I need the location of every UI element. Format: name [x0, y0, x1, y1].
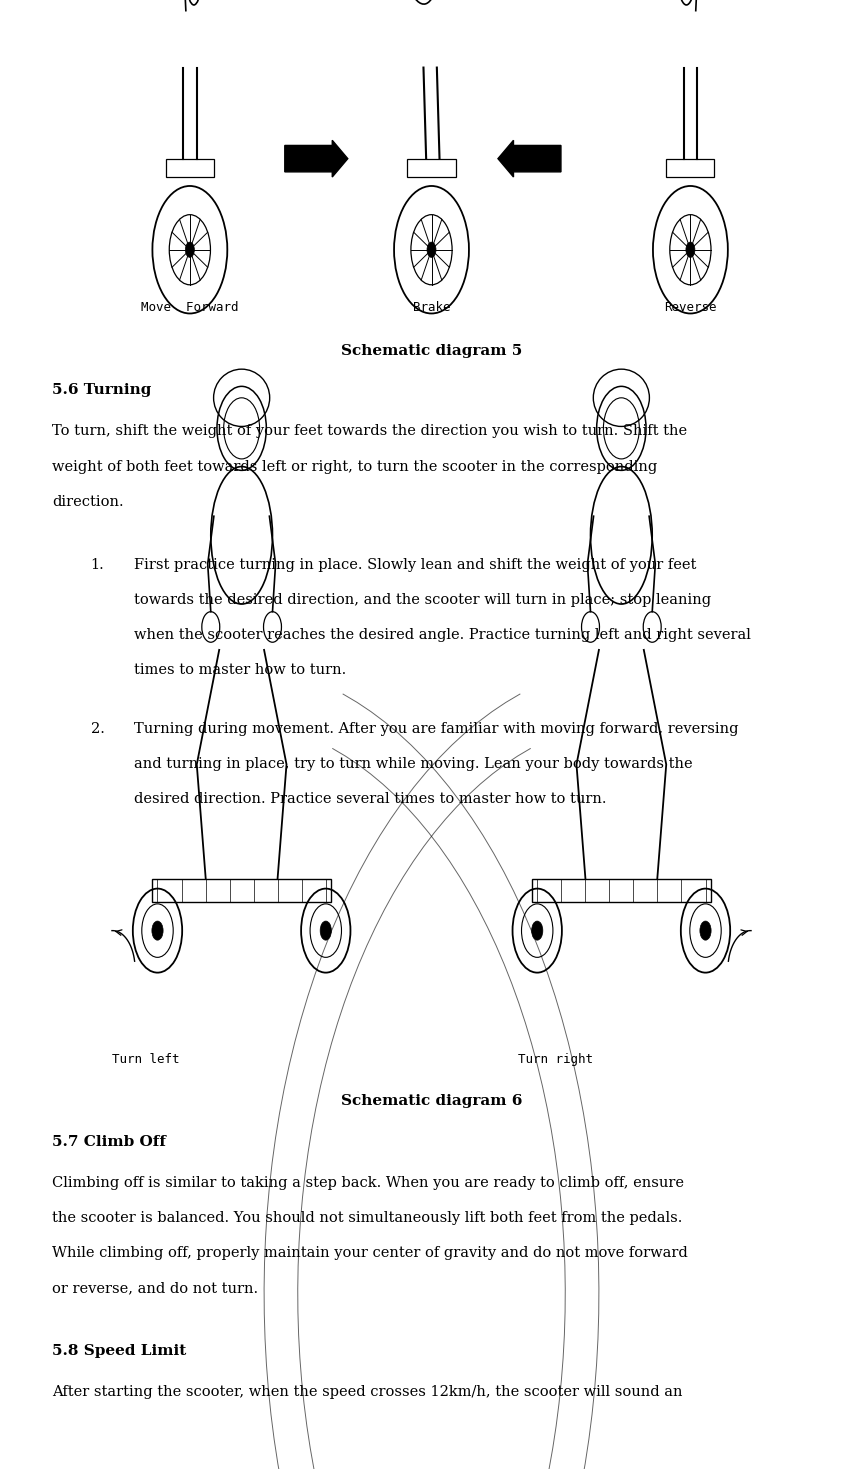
Text: times to master how to turn.: times to master how to turn. [134, 664, 346, 677]
Circle shape [427, 242, 436, 257]
Text: 5.7 Climb Off: 5.7 Climb Off [52, 1134, 166, 1149]
FancyArrow shape [285, 141, 348, 178]
Circle shape [686, 242, 695, 257]
Circle shape [320, 921, 331, 940]
Bar [166, 159, 214, 176]
Bar [407, 159, 456, 176]
Text: the scooter is balanced. You should not simultaneously lift both feet from the p: the scooter is balanced. You should not … [52, 1210, 682, 1225]
FancyArrow shape [498, 141, 561, 178]
Text: Reverse: Reverse [665, 301, 716, 314]
Circle shape [186, 242, 194, 257]
Text: or reverse, and do not turn.: or reverse, and do not turn. [52, 1281, 258, 1296]
Text: desired direction. Practice several times to master how to turn.: desired direction. Practice several time… [134, 792, 607, 806]
Text: towards the desired direction, and the scooter will turn in place; stop leaning: towards the desired direction, and the s… [134, 593, 711, 607]
Text: 5.6 Turning: 5.6 Turning [52, 383, 151, 398]
Text: Turn right: Turn right [518, 1052, 593, 1065]
Text: 5.8 Speed Limit: 5.8 Speed Limit [52, 1344, 186, 1359]
Circle shape [532, 921, 543, 940]
Text: Turn left: Turn left [112, 1052, 180, 1065]
Text: While climbing off, properly maintain your center of gravity and do not move for: While climbing off, properly maintain yo… [52, 1246, 688, 1260]
Text: After starting the scooter, when the speed crosses 12km/h, the scooter will soun: After starting the scooter, when the spe… [52, 1385, 683, 1400]
Text: To turn, shift the weight of your feet towards the direction you wish to turn. S: To turn, shift the weight of your feet t… [52, 425, 687, 438]
Text: Climbing off is similar to taking a step back. When you are ready to climb off, : Climbing off is similar to taking a step… [52, 1175, 683, 1190]
Bar [152, 878, 331, 902]
Text: Schematic diagram 5: Schematic diagram 5 [341, 344, 522, 358]
Bar [532, 878, 711, 902]
Text: 1.: 1. [91, 558, 104, 571]
Text: weight of both feet towards left or right, to turn the scooter in the correspond: weight of both feet towards left or righ… [52, 460, 657, 473]
Circle shape [700, 921, 711, 940]
Text: Move  Forward: Move Forward [142, 301, 238, 314]
Text: 2.: 2. [91, 721, 104, 736]
Text: Schematic diagram 6: Schematic diagram 6 [341, 1093, 522, 1108]
Text: First practice turning in place. Slowly lean and shift the weight of your feet: First practice turning in place. Slowly … [134, 558, 696, 571]
Circle shape [152, 921, 163, 940]
Text: Turning during movement. After you are familiar with moving forward, reversing: Turning during movement. After you are f… [134, 721, 738, 736]
Text: and turning in place, try to turn while moving. Lean your body towards the: and turning in place, try to turn while … [134, 757, 692, 771]
Bar [666, 159, 715, 176]
Text: when the scooter reaches the desired angle. Practice turning left and right seve: when the scooter reaches the desired ang… [134, 629, 751, 642]
Text: Brake: Brake [413, 301, 450, 314]
Text: direction.: direction. [52, 495, 123, 508]
